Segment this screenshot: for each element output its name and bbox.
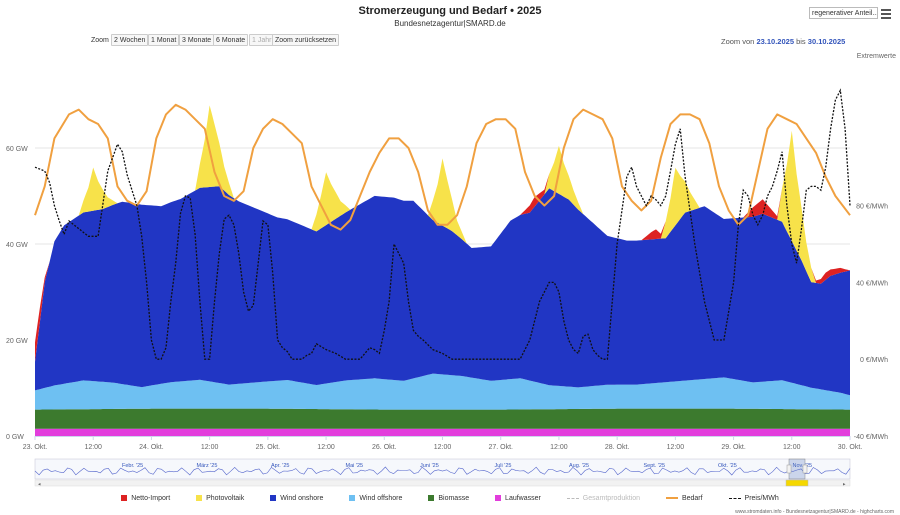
area-wind_offshore: [35, 373, 850, 410]
legend-line: [728, 497, 741, 499]
navigator-month-label: Juli '25: [495, 463, 512, 469]
zoom-range: Zoom von 23.10.2025 bis 30.10.2025: [721, 37, 845, 46]
navigator-background: [34, 458, 851, 480]
navigator-month-label: Aug. '25: [569, 463, 589, 469]
axes: 0 GW 20 GW 40 GW 60 GW -40 €/MWh 0 €/MWh 40 €/…: [6, 53, 896, 451]
navigator-series: [34, 466, 851, 476]
line-bedarf: [34, 103, 851, 231]
navigator-handle-left: [786, 464, 792, 474]
range-to-date[interactable]: 30.10.2025: [807, 37, 846, 46]
navigator-month-label: Febr. '25: [122, 463, 143, 469]
zoom-6-months-button[interactable]: 6 Monate: [213, 34, 249, 46]
scroll-right-icon: ▸: [843, 482, 846, 488]
y-right-tick-label: 40 €/MWh: [856, 280, 888, 287]
x-tick-label: 12:00: [783, 444, 801, 451]
x-tick-label: 28. Okt.: [605, 444, 630, 451]
x-tick-label: 12:00: [667, 444, 685, 451]
zoom-1-month-button[interactable]: 1 Monat: [148, 34, 180, 46]
legend-gesamtproduktion[interactable]: Gesamtproduktion: [566, 495, 640, 502]
legend: Netto-Import Photovoltaik Wind onshore W…: [0, 495, 900, 502]
x-tick-label: 29. Okt.: [721, 444, 746, 451]
credits: www.stromdaten.info - Bundesnetzagentur|…: [735, 509, 894, 515]
legend-wind-onshore[interactable]: Wind onshore: [270, 495, 323, 502]
y-left-tick-label: 60 GW: [6, 146, 28, 153]
range-from-label: Zoom von: [721, 37, 755, 46]
area-biomasse: [35, 408, 850, 429]
x-tick-label: 30. Okt.: [838, 444, 863, 451]
legend-line: [665, 497, 678, 500]
y-left-tick-label: 20 GW: [6, 338, 28, 345]
legend-netto-import[interactable]: Netto-Import: [121, 495, 170, 502]
legend-swatch: [495, 495, 502, 502]
zoom-label: Zoom: [91, 37, 109, 44]
line-preis: [34, 88, 851, 360]
zoom-3-months-button[interactable]: 3 Monate: [179, 34, 215, 46]
stacked-areas: [35, 105, 850, 436]
navigator-scrollbar-thumb: [785, 479, 809, 487]
range-from-date[interactable]: 23.10.2025: [756, 37, 794, 46]
x-tick-label: 26. Okt.: [372, 444, 397, 451]
y-left-tick-label: 40 GW: [6, 242, 28, 249]
navigator-month-label: Sept. '25: [644, 463, 666, 469]
chart-subtitle: Bundesnetzagentur|SMARD.de: [394, 19, 506, 28]
x-tick-label: 23. Okt.: [23, 444, 48, 451]
navigator-handle-right: [802, 464, 808, 474]
x-tick-label: 12:00: [317, 444, 335, 451]
range-to-label: bis: [796, 37, 806, 46]
navigator-month-label: Mai '25: [346, 463, 364, 469]
legend-photovoltaik[interactable]: Photovoltaik: [196, 495, 244, 502]
navigator-month-label: Nov. '25: [793, 463, 813, 469]
navigator-month-label: Apr. '25: [271, 463, 289, 469]
area-wind_onshore: [35, 186, 850, 396]
line-series: [34, 88, 851, 360]
y-right-tick-label: 0 €/MWh: [860, 357, 888, 364]
legend-wind-offshore[interactable]: Wind offshore: [349, 495, 402, 502]
zoom-1-year-button[interactable]: 1 Jahr: [249, 34, 275, 46]
legend-swatch: [349, 495, 356, 502]
y-left-tick-label: 0 GW: [6, 434, 24, 441]
legend-biomasse[interactable]: Biomasse: [428, 495, 469, 502]
legend-swatch: [196, 495, 203, 502]
x-tick-label: 25. Okt.: [256, 444, 281, 451]
navigator-month-label: Juni '25: [420, 463, 439, 469]
hamburger-menu-icon[interactable]: [881, 9, 891, 21]
zoom-reset-button[interactable]: Zoom zurücksetzen: [272, 34, 340, 46]
y-right-tick-label: 80 €/MWh: [856, 204, 888, 211]
navigator-selection: [788, 458, 806, 480]
legend-line: [566, 497, 579, 499]
legend-swatch: [270, 495, 277, 502]
x-tick-label: 12:00: [434, 444, 452, 451]
legend-preis[interactable]: Preis/MWh: [728, 495, 779, 502]
chart-title: Stromerzeugung und Bedarf • 2025: [358, 5, 542, 17]
zoom-2-weeks-button[interactable]: 2 Wochen: [111, 34, 149, 46]
x-tick-label: 24. Okt.: [139, 444, 164, 451]
legend-swatch: [428, 495, 435, 502]
scroll-left-icon: ◂: [38, 482, 41, 488]
navigator: Febr. '25 März '25 Apr. '25 Mai '25 Juni '25…: [34, 458, 851, 488]
x-tick-label: 12:00: [550, 444, 568, 451]
x-tick-label: 12:00: [201, 444, 219, 451]
navigator-month-label: März '25: [197, 463, 218, 469]
legend-swatch: [121, 495, 128, 502]
navigator-month-label: Okt. '25: [718, 463, 737, 469]
navigator-scrollbar: [34, 479, 851, 487]
area-laufwasser: [35, 428, 850, 436]
y-right-title: Extremwerte: [857, 53, 896, 60]
series-dropdown[interactable]: regenerativer Anteil...: [809, 7, 878, 19]
y-right-tick-label: -40 €/MWh: [854, 434, 888, 441]
x-tick-label: 12:00: [84, 444, 102, 451]
legend-bedarf[interactable]: Bedarf: [665, 495, 703, 502]
x-tick-label: 27. Okt.: [488, 444, 513, 451]
legend-laufwasser[interactable]: Laufwasser: [495, 495, 541, 502]
